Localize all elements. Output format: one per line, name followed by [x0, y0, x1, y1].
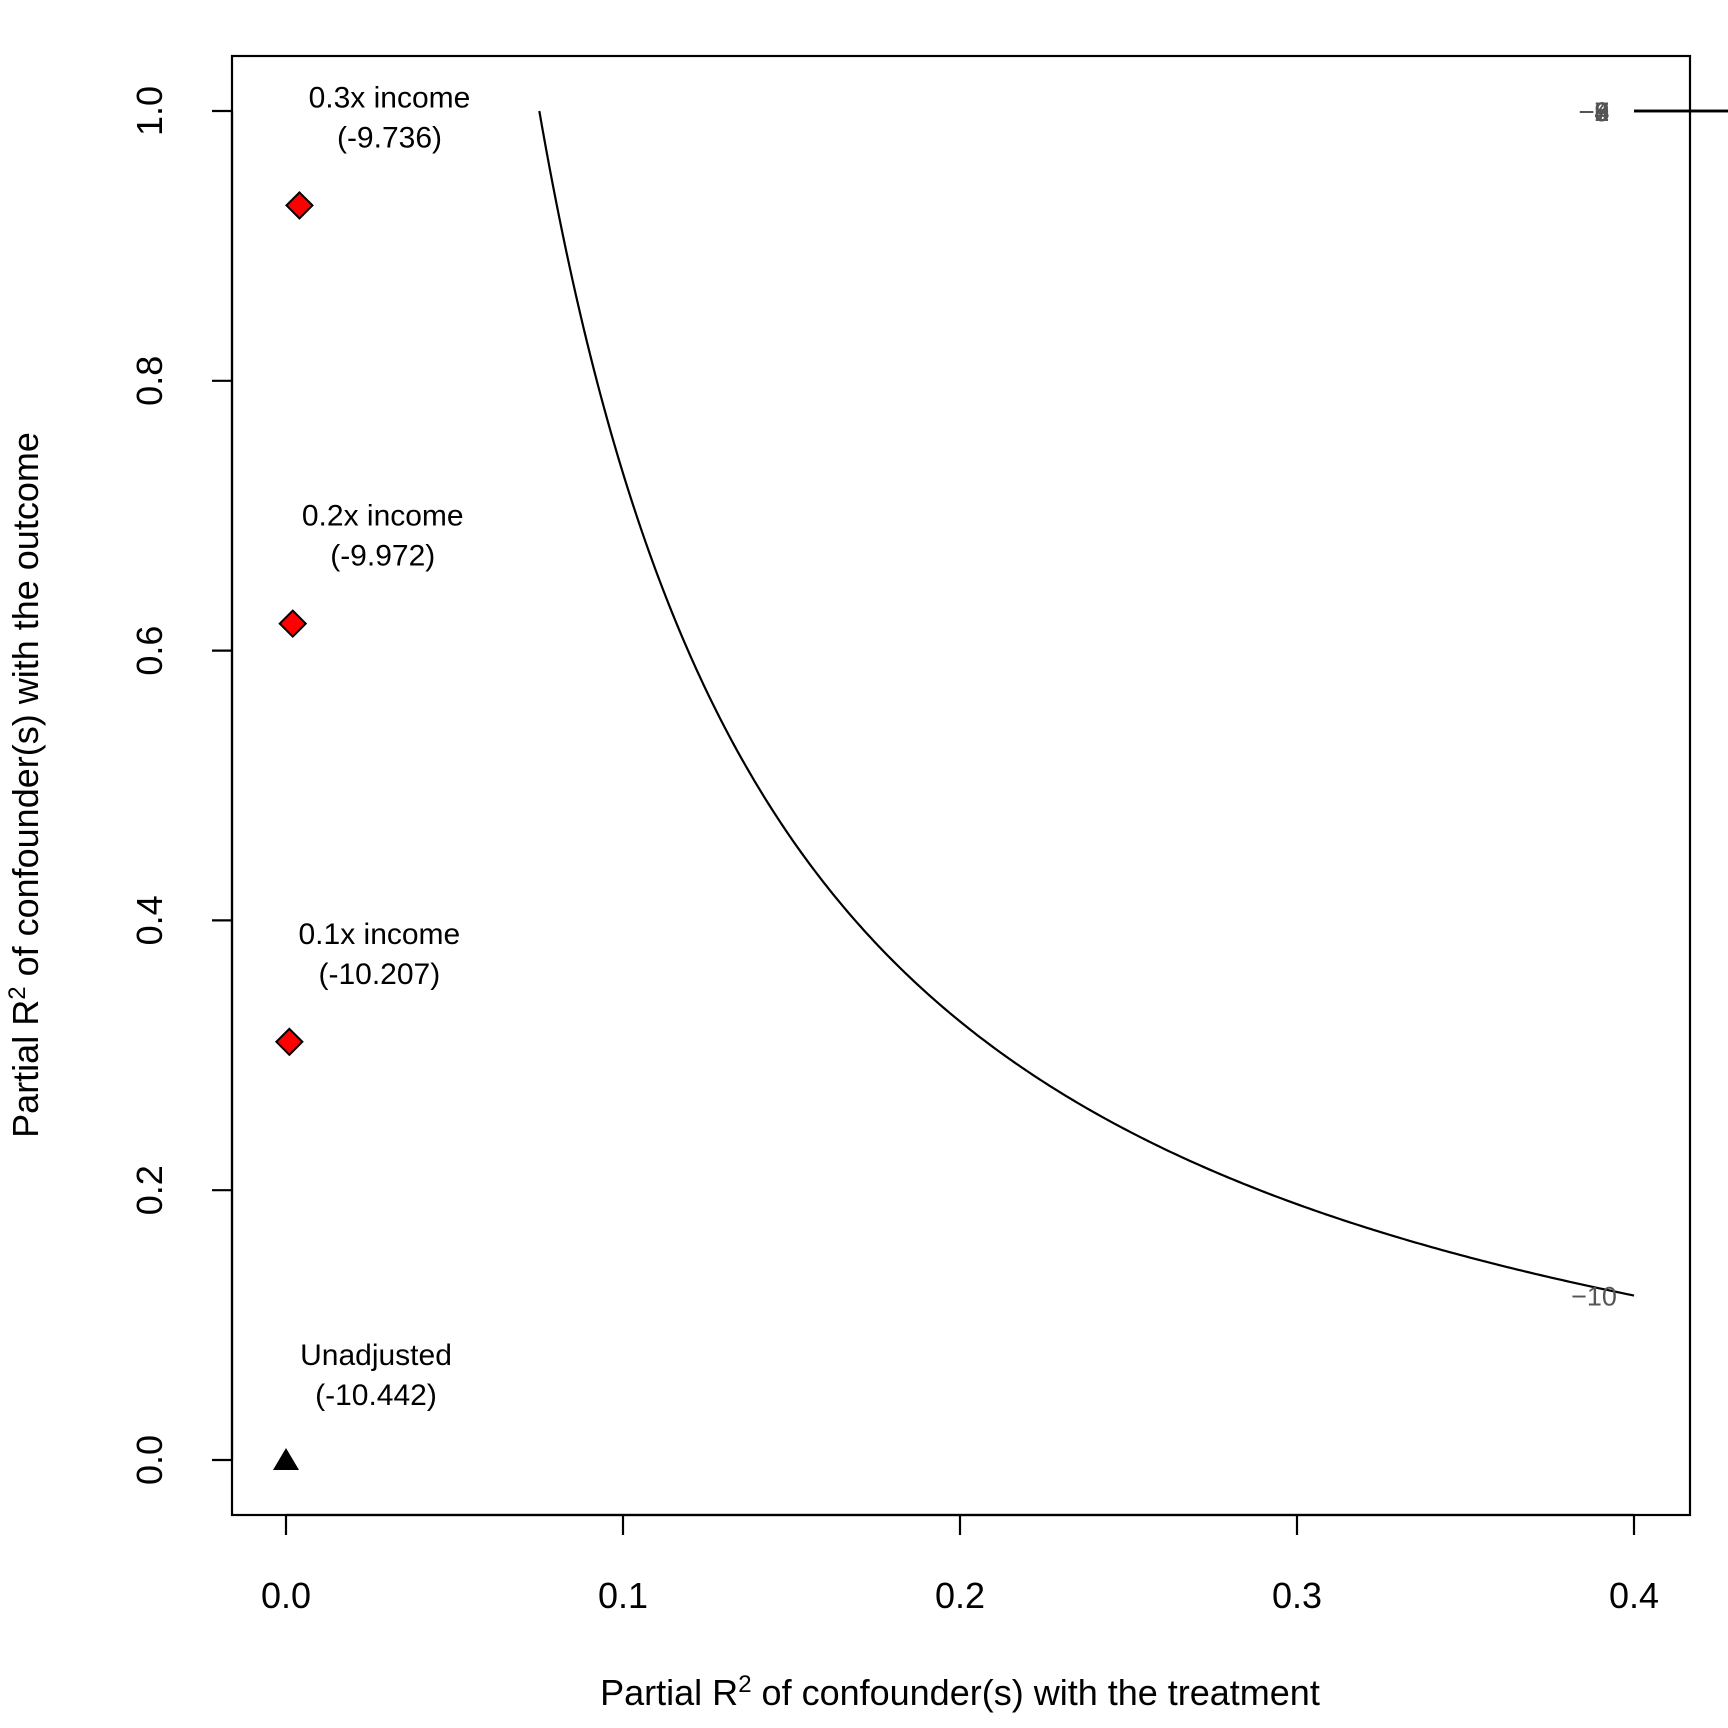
- benchmark-value-label: (-10.207): [319, 958, 441, 991]
- benchmark-diamond-marker: [274, 1027, 304, 1057]
- x-tick-label: 0.0: [261, 1575, 311, 1616]
- unadjusted-value-label: (-10.442): [315, 1379, 437, 1412]
- benchmark-diamond-marker: [278, 609, 308, 639]
- x-tick-label: 0.3: [1272, 1575, 1322, 1616]
- contour-label: −3: [1579, 97, 1610, 127]
- benchmark-diamond-marker: [285, 191, 314, 220]
- benchmark-label: 0.1x income: [298, 918, 460, 951]
- y-tick-label: 0.0: [129, 1435, 170, 1485]
- x-tick-label: 0.2: [935, 1575, 985, 1616]
- contour-line: [538, 110, 1635, 1297]
- x-tick-label: 0.4: [1609, 1575, 1659, 1616]
- y-tick-label: 0.2: [129, 1165, 170, 1215]
- unadjusted-label: Unadjusted: [300, 1339, 452, 1372]
- contour-label: −4: [1579, 97, 1610, 127]
- benchmark-value-label: (-9.972): [330, 540, 435, 573]
- x-axis: 0.0 0.1 0.2 0.3 0.4: [261, 1513, 1659, 1616]
- contour-label: −8: [1579, 97, 1610, 127]
- y-tick-label: 1.0: [129, 86, 170, 136]
- contour-labels: −10 −9−8−7−6−5−4−3−2: [1571, 97, 1617, 1312]
- y-tick-label: 0.6: [129, 626, 170, 676]
- y-tick-label: 0.8: [129, 356, 170, 406]
- y-tick-label: 0.4: [129, 895, 170, 945]
- contour-label: −2: [1579, 97, 1610, 127]
- unadjusted-triangle-marker: [273, 1448, 299, 1470]
- contour-label: −6: [1579, 97, 1610, 127]
- benchmark-label: 0.2x income: [302, 500, 464, 533]
- contour-label: −10: [1571, 1282, 1617, 1312]
- contour-label: −9: [1579, 97, 1610, 127]
- benchmark-markers: Unadjusted (-10.442) 0.1x income (-10.207) 0…: [273, 81, 470, 1470]
- contour-label: −7: [1579, 97, 1610, 127]
- contour-lines: [538, 109, 1728, 1297]
- contour-label: −5: [1579, 97, 1610, 127]
- x-tick-label: 0.1: [598, 1575, 648, 1616]
- benchmark-label: 0.3x income: [309, 81, 471, 114]
- x-axis-title: Partial R2 of confounder(s) with the tre…: [600, 1671, 1320, 1714]
- plot-frame: [230, 54, 1692, 1517]
- y-axis: 0.0 0.2 0.4 0.6 0.8 1.0: [129, 86, 234, 1485]
- y-axis-title: Partial R2 of confounder(s) with the out…: [4, 432, 47, 1138]
- benchmark-value-label: (-9.736): [337, 121, 442, 154]
